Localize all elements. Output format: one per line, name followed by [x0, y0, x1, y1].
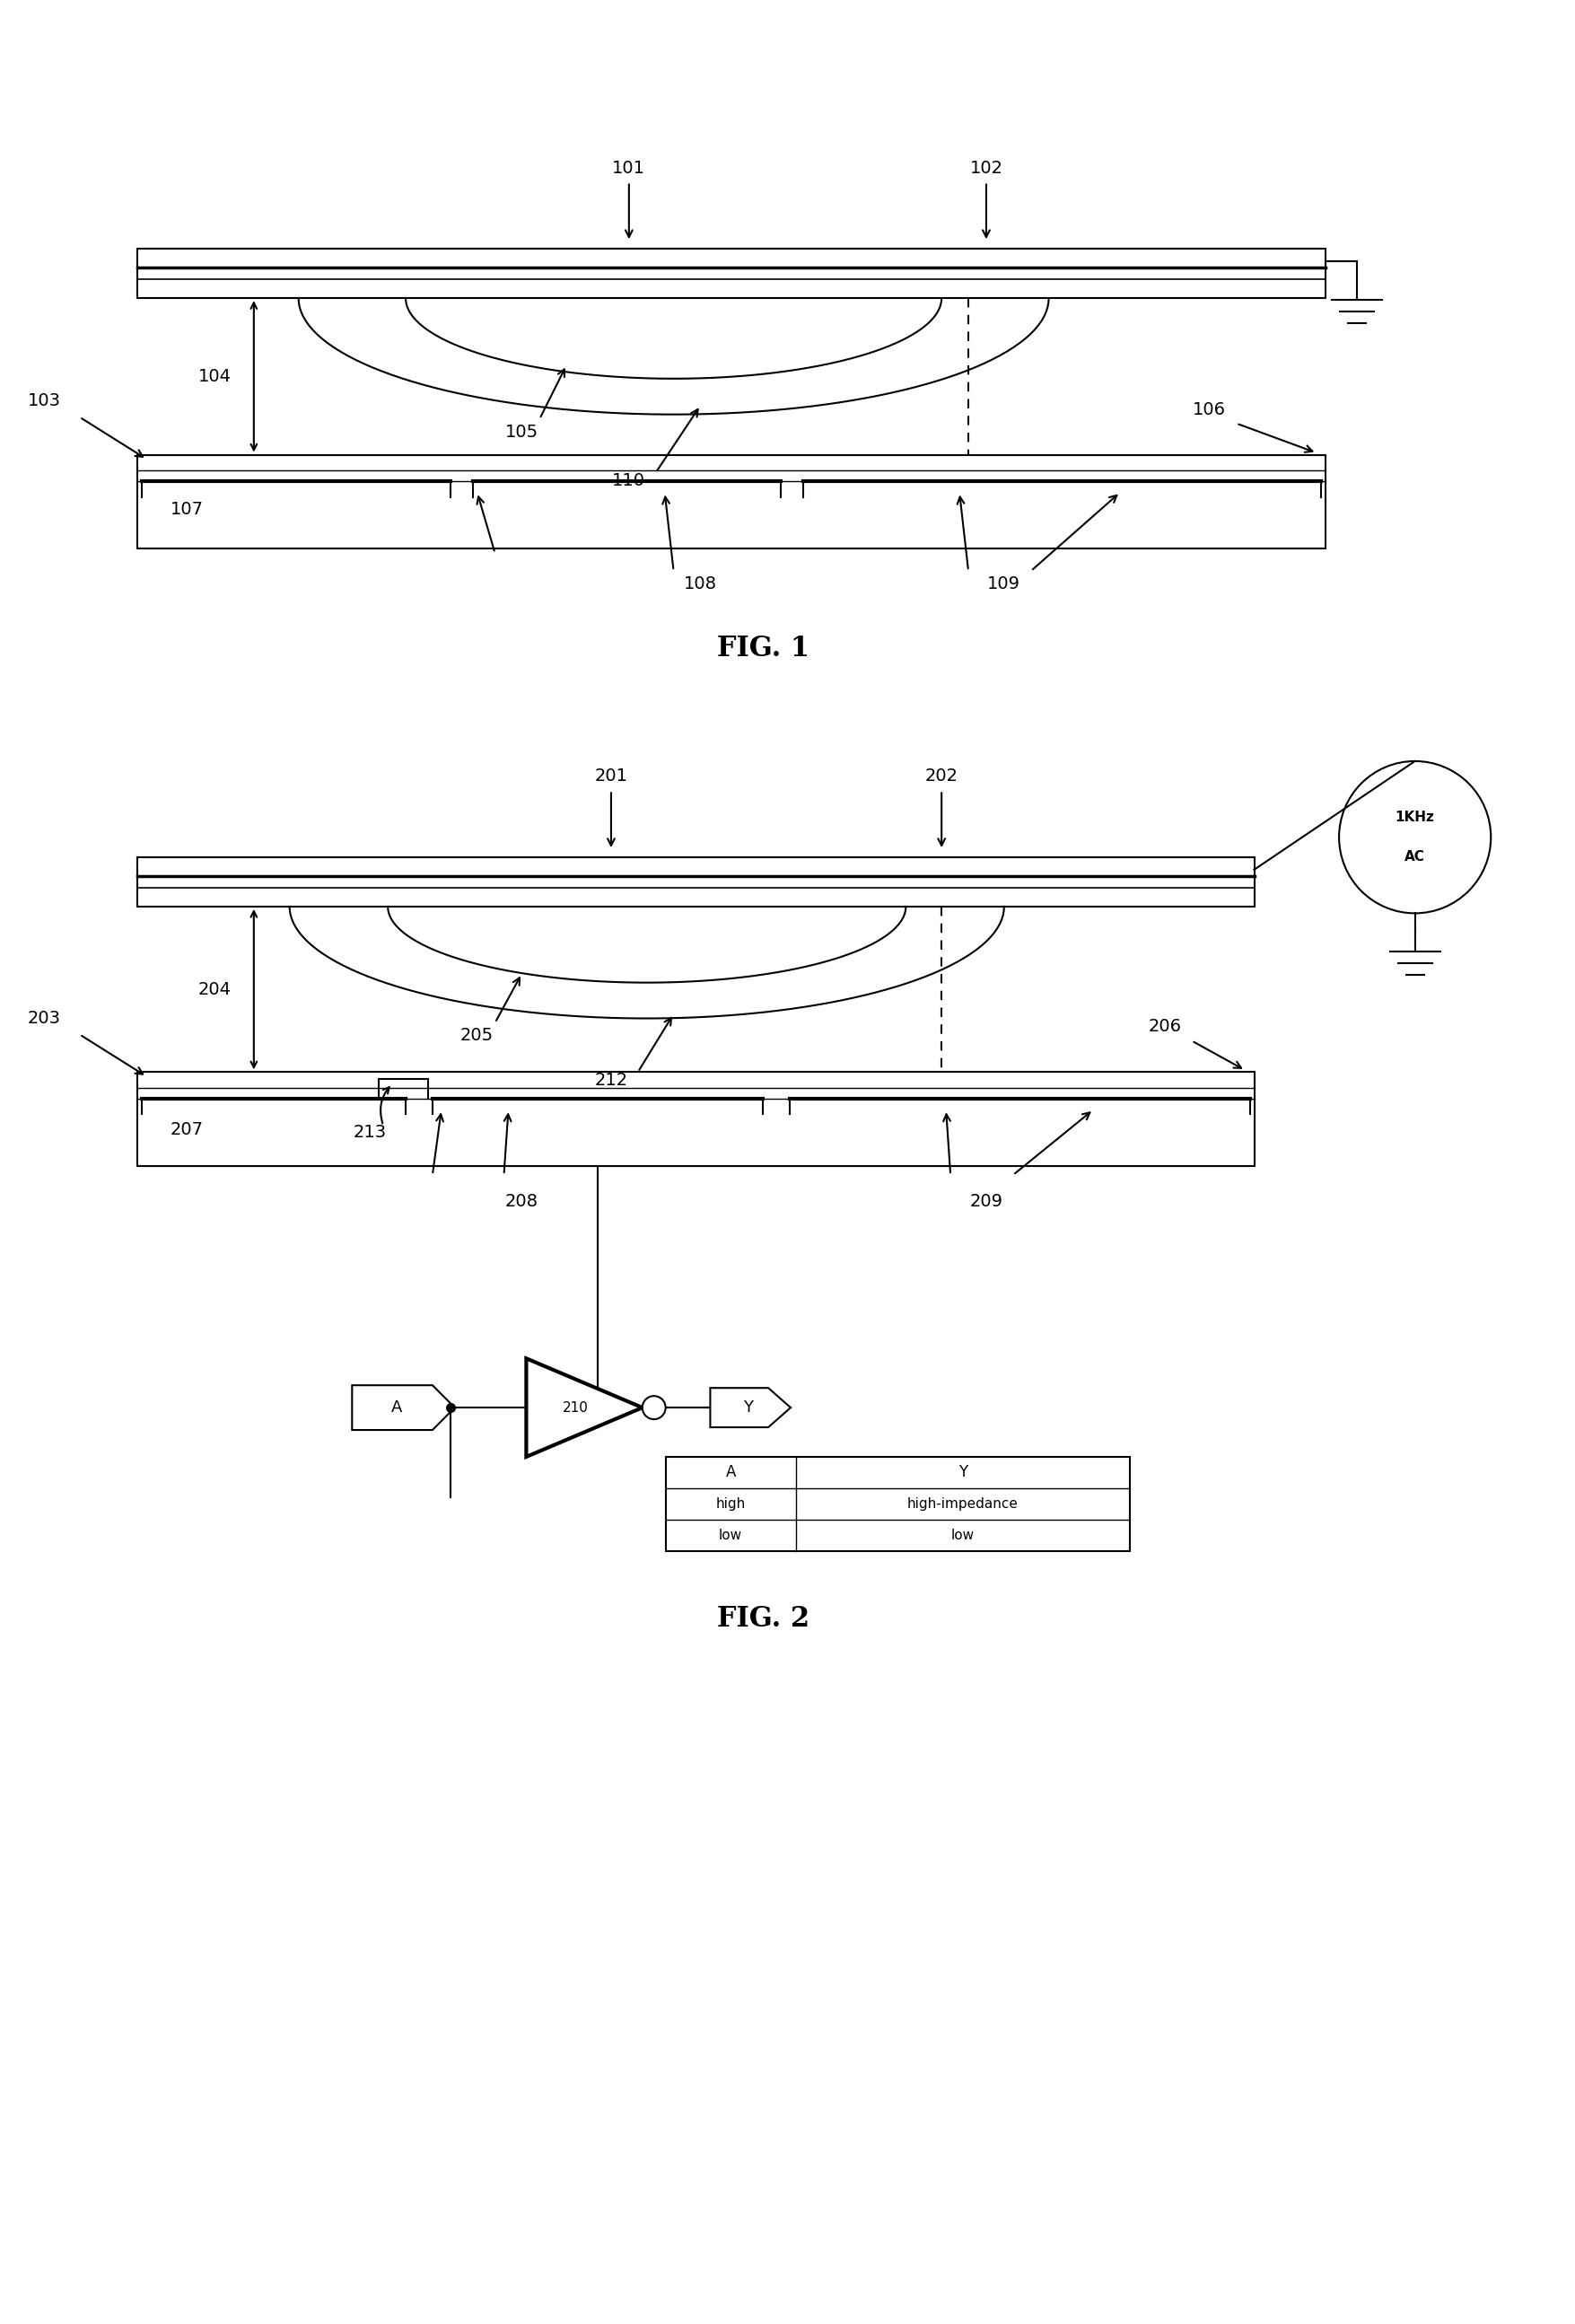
Text: A: A: [391, 1399, 402, 1415]
Bar: [137, 1071, 1254, 1167]
Text: 101: 101: [613, 160, 646, 177]
Text: Y: Y: [958, 1464, 967, 1480]
Text: 103: 103: [27, 393, 60, 409]
Text: 107: 107: [170, 502, 203, 518]
Text: low: low: [951, 1529, 973, 1541]
Text: 108: 108: [684, 576, 717, 593]
Text: 109: 109: [988, 576, 1021, 593]
Text: FIG. 2: FIG. 2: [717, 1606, 808, 1634]
Text: 110: 110: [613, 472, 646, 490]
Polygon shape: [710, 1387, 791, 1427]
Text: 102: 102: [969, 160, 1002, 177]
Circle shape: [643, 1397, 665, 1420]
Text: FIG. 1: FIG. 1: [717, 634, 808, 662]
Text: 209: 209: [969, 1192, 1002, 1211]
Bar: [137, 456, 1325, 548]
Text: 201: 201: [594, 767, 627, 786]
Text: low: low: [718, 1529, 742, 1541]
Bar: [137, 249, 1325, 297]
Text: 202: 202: [925, 767, 958, 786]
Text: A: A: [725, 1464, 736, 1480]
Text: 205: 205: [460, 1027, 493, 1043]
Text: 204: 204: [198, 981, 232, 997]
Text: 207: 207: [170, 1120, 203, 1139]
Text: Y: Y: [742, 1399, 753, 1415]
Bar: [137, 858, 1254, 906]
Text: high-impedance: high-impedance: [907, 1497, 1017, 1511]
Text: AC: AC: [1403, 851, 1424, 865]
Text: 1KHz: 1KHz: [1394, 811, 1433, 825]
Polygon shape: [351, 1385, 455, 1429]
Ellipse shape: [1339, 762, 1490, 913]
Text: high: high: [715, 1497, 745, 1511]
Text: 104: 104: [198, 367, 232, 386]
Text: 203: 203: [27, 1009, 60, 1027]
Polygon shape: [526, 1360, 643, 1457]
Text: 212: 212: [594, 1071, 627, 1090]
Text: 208: 208: [506, 1192, 539, 1211]
Text: 106: 106: [1192, 402, 1225, 418]
Text: 213: 213: [353, 1125, 386, 1141]
Text: 105: 105: [506, 423, 539, 439]
Text: 206: 206: [1148, 1018, 1181, 1037]
Text: 210: 210: [562, 1401, 587, 1415]
Bar: [665, 1457, 1129, 1550]
